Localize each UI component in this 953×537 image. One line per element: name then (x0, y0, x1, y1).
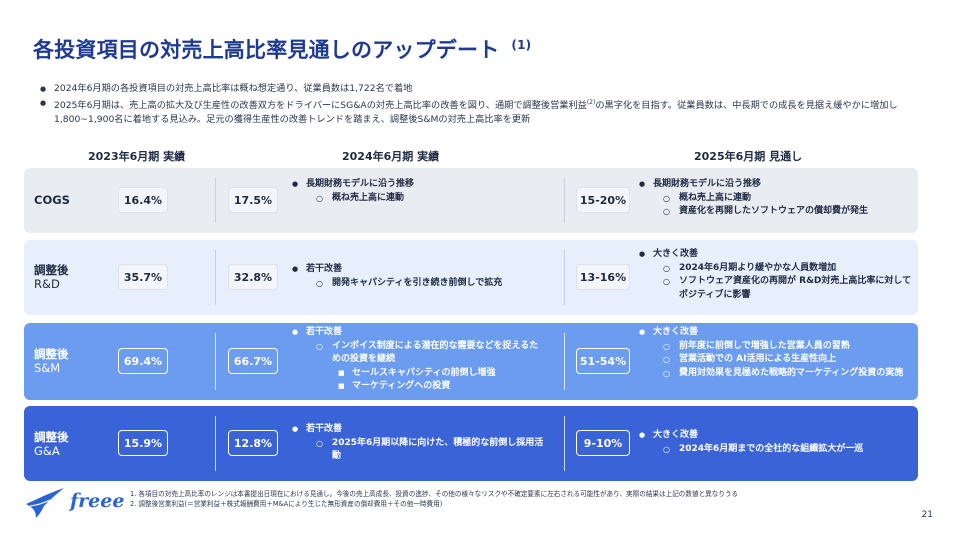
note-item: 若干改善 (292, 326, 540, 340)
note-subsubitem: セールスキャパシティの前倒し増強 (292, 367, 540, 381)
value-2024: 17.5% (228, 187, 278, 213)
divider (215, 416, 216, 471)
value-2023: 35.7% (118, 264, 168, 290)
notes-2024: 若干改善 インボイス制度による潜在的な需要などを捉えるための投資を継続 セールス… (292, 326, 540, 394)
note-subitem: 営業活動での AI活用による生産性向上 (639, 353, 914, 367)
note-subitem: 2025年6月期以降に向けた、積極的な前倒し採用活動 (292, 437, 547, 464)
logo-wordmark: freee (70, 490, 125, 512)
footnote-item: 2. 調整後営業利益(＝営業利益＋株式報酬費用＋M&Aにより生じた無形資産の償却… (130, 500, 443, 508)
divider (215, 250, 216, 305)
row-label-sub: R&D (34, 277, 60, 291)
note-subitem: インボイス制度による潜在的な需要などを捉えるための投資を継続 (292, 340, 540, 367)
page-title-text: 各投資項目の対売上高比率見通しのアップデート (33, 38, 500, 62)
row-label-main: COGS (34, 193, 70, 207)
summary-bullet-text: 2025年6月期は、売上高の拡大及び生産性の改善双方をドライバーにSG&Aの対売… (54, 100, 587, 112)
divider (564, 250, 565, 305)
value-2025: 9-10% (576, 430, 630, 456)
row-label: 調整後 R&D (34, 263, 69, 291)
column-header-2025: 2025年6月期 見通し (694, 150, 803, 163)
note-item: 若干改善 (292, 423, 547, 437)
note-item: 長期財務モデルに沿う推移 (639, 178, 914, 192)
divider (215, 178, 216, 223)
row-rnd: 調整後 R&D 35.7% 32.8% 若干改善 開発キャパシティを引き続き前倒… (24, 240, 918, 315)
note-item: 若干改善 (292, 263, 552, 277)
value-2023: 16.4% (118, 187, 168, 213)
notes-2024: 長期財務モデルに沿う推移 概ね売上高に連動 (292, 178, 552, 205)
note-subitem: 概ね売上高に連動 (639, 192, 914, 206)
summary-bullets: 2024年6月期の各投資項目の対売上高比率は概ね想定通り、従業員数は1,722名… (40, 82, 930, 127)
page-number: 21 (921, 510, 933, 520)
row-gna: 調整後 G&A 15.9% 12.8% 若干改善 2025年6月期以降に向けた、… (24, 406, 918, 481)
value-2023: 15.9% (118, 430, 168, 456)
note-subitem: ソフトウェア資産化の再開が R&D対売上高比率に対してポジティブに影響 (639, 275, 914, 302)
divider (564, 333, 565, 390)
value-2025: 15-20% (576, 187, 630, 213)
summary-bullet-text-cont: の黒字化を目指す。従業員数は、中長期での成長を見据え緩やかに増加し1,800~1… (54, 100, 898, 126)
row-label-main: 調整後 (34, 430, 69, 444)
notes-2025: 大きく改善 2024年6月期までの全社的な組織拡大が一巡 (639, 429, 914, 456)
row-label-sub: G&A (34, 444, 60, 458)
note-subitem: 概ね売上高に連動 (292, 192, 552, 206)
note-subitem: 2024年6月期までの全社的な組織拡大が一巡 (639, 443, 914, 457)
value-2023: 69.4% (118, 348, 168, 374)
footnotes: 1. 各項目の対売上高比率のレンジは本書提出日現在における見通し。今後の売上高成… (130, 489, 738, 509)
note-subitem: 費用対効果を見極めた戦略的マーケティング投資の実施 (639, 367, 914, 381)
row-label-main: 調整後 (34, 347, 69, 361)
value-2024: 32.8% (228, 264, 278, 290)
divider (564, 178, 565, 223)
divider (564, 416, 565, 471)
column-header-2024: 2024年6月期 実績 (342, 150, 440, 163)
summary-bullet: 2025年6月期は、売上高の拡大及び生産性の改善双方をドライバーにSG&Aの対売… (40, 96, 930, 127)
row-label: 調整後 G&A (34, 430, 69, 458)
value-2025: 13-16% (576, 264, 630, 290)
summary-bullet: 2024年6月期の各投資項目の対売上高比率は概ね想定通り、従業員数は1,722名… (40, 82, 930, 96)
note-item: 大きく改善 (639, 326, 914, 340)
note-item: 長期財務モデルに沿う推移 (292, 178, 552, 192)
notes-2024: 若干改善 開発キャパシティを引き続き前倒しで拡充 (292, 263, 552, 290)
value-2025: 51-54% (576, 348, 630, 374)
freee-bird-icon (26, 488, 64, 518)
note-item: 大きく改善 (639, 248, 914, 262)
notes-2025: 長期財務モデルに沿う推移 概ね売上高に連動 資産化を再開したソフトウェアの償却費… (639, 178, 914, 219)
footnote-ref: (2) (586, 99, 596, 106)
note-subitem: 開発キャパシティを引き続き前倒しで拡充 (292, 277, 552, 291)
page-title: 各投資項目の対売上高比率見通しのアップデート (1) (33, 34, 531, 64)
freee-logo: freee (24, 484, 124, 520)
footnote-item: 1. 各項目の対売上高比率のレンジは本書提出日現在における見通し。今後の売上高成… (130, 490, 739, 498)
row-label: COGS (34, 193, 70, 207)
row-snm: 調整後 S&M 69.4% 66.7% 若干改善 インボイス制度による潜在的な需… (24, 323, 918, 400)
title-footnote-ref: (1) (511, 38, 532, 52)
note-subitem: 資産化を再開したソフトウェアの償却費が発生 (639, 205, 914, 219)
note-subitem: 2024年6月期より緩やかな人員数増加 (639, 262, 914, 276)
row-cogs: COGS 16.4% 17.5% 長期財務モデルに沿う推移 概ね売上高に連動 1… (24, 168, 918, 233)
row-label-sub: S&M (34, 361, 61, 375)
value-2024: 12.8% (228, 430, 278, 456)
summary-bullet-text: 2024年6月期の各投資項目の対売上高比率は概ね想定通り、従業員数は1,722名… (54, 83, 413, 94)
row-label-main: 調整後 (34, 263, 69, 277)
notes-2025: 大きく改善 前年度に前倒しで増強した営業人員の習熟 営業活動での AI活用による… (639, 326, 914, 380)
value-2024: 66.7% (228, 348, 278, 374)
row-label: 調整後 S&M (34, 347, 69, 375)
notes-2025: 大きく改善 2024年6月期より緩やかな人員数増加 ソフトウェア資産化の再開が … (639, 248, 914, 302)
note-subitem: 前年度に前倒しで増強した営業人員の習熟 (639, 340, 914, 354)
notes-2024: 若干改善 2025年6月期以降に向けた、積極的な前倒し採用活動 (292, 423, 547, 464)
divider (215, 333, 216, 390)
note-item: 大きく改善 (639, 429, 914, 443)
note-subsubitem: マーケティングへの投資 (292, 380, 540, 394)
column-header-2023: 2023年6月期 実績 (88, 150, 186, 163)
